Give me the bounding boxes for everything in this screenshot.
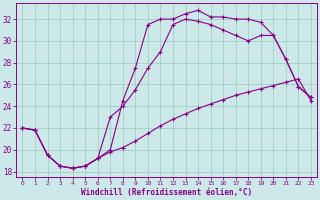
X-axis label: Windchill (Refroidissement éolien,°C): Windchill (Refroidissement éolien,°C) [81,188,252,197]
